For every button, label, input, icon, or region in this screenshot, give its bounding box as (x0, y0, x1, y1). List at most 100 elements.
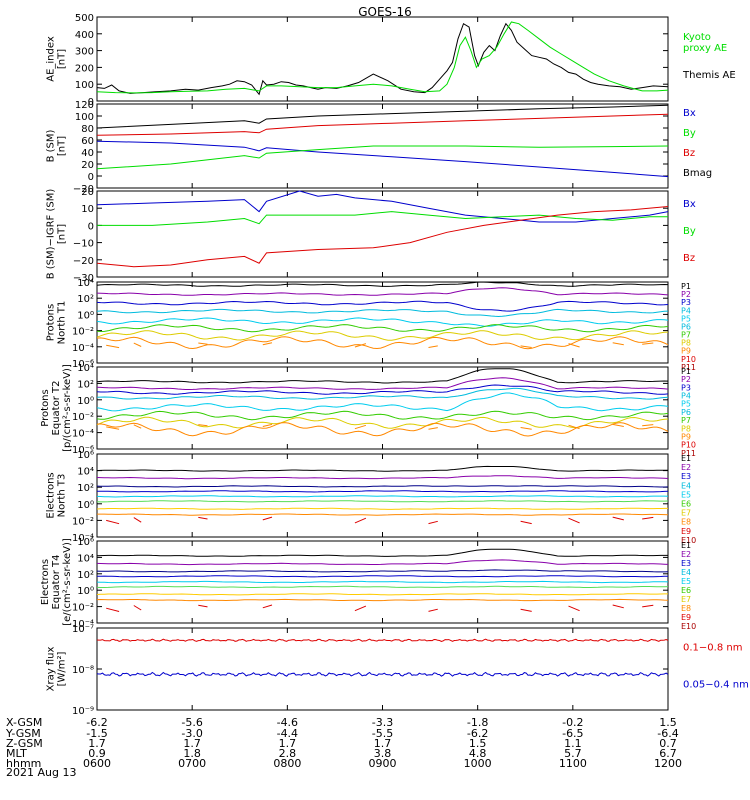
flux-series (97, 490, 669, 493)
flux-dash (642, 516, 654, 520)
y-tick-label: 10⁰ (77, 500, 94, 511)
flux-dash (262, 604, 273, 609)
y-axis-label: ElectronsNorth T3 (46, 472, 68, 518)
legend-entry: 0.05−0.4 nm (683, 680, 749, 691)
flux-dash (354, 517, 367, 524)
flux-dash (612, 516, 624, 521)
x-row-value: 1100 (559, 757, 587, 770)
y-axis-label: AE_index[nT] (46, 36, 68, 82)
legend-entry: 0.1−0.8 nm (683, 642, 742, 653)
flux-dash (106, 344, 120, 349)
x-row-value: 1.5 (659, 716, 677, 729)
x-row-value: 1.7 (374, 737, 392, 750)
x-row-value: 0700 (178, 757, 206, 770)
x-row-value: -5.6 (181, 716, 202, 729)
chart-title: GOES-16 (358, 5, 412, 19)
flux-series (96, 377, 669, 390)
legend-entry: E5 (681, 490, 691, 499)
series-bz (96, 206, 669, 268)
legend-entry: E7 (681, 595, 691, 604)
legend-entry: Bx (683, 199, 696, 210)
series-themis-ae (96, 22, 669, 96)
legend-entry: P7 (681, 331, 691, 340)
flux-dash (428, 520, 438, 525)
legend-entry: Bz (683, 253, 695, 264)
flux-series (96, 410, 669, 421)
legend-entry: P2 (681, 375, 691, 384)
flux-series (96, 384, 669, 395)
legend-entry: P9 (681, 347, 691, 356)
x-row-value: 2.8 (279, 747, 297, 760)
legend-entry: E2 (681, 463, 691, 472)
panel-bigrf: 20 10 0 −10 −20 −30 B (SM)−IGRF (SM)[nT] Bx By Bz (46, 187, 696, 284)
legend-entry: P3 (681, 383, 691, 392)
legend-entry: Bz (683, 148, 695, 159)
legend-entry: P3 (681, 298, 691, 307)
series-by (96, 145, 669, 170)
legend-entry: P5 (681, 400, 691, 409)
flux-series (97, 513, 669, 516)
legend-entry: E10 (681, 622, 696, 631)
flux-dash (568, 424, 580, 430)
x-row-label: Z-GSM (6, 737, 43, 750)
x-row-value: 0.7 (659, 737, 677, 750)
y-tick-label: −10 (73, 239, 94, 250)
legend-entry: Themis AE (682, 70, 736, 81)
flux-dash (520, 345, 532, 348)
x-row-value: 1.7 (183, 737, 201, 750)
y-axis-label: B (SM)[nT] (46, 129, 68, 162)
x-axis-table: X-GSM -6.2 -5.6 -4.6 -3.3 -1.8 -0.2 1.5 Y-GSM -1.… (5, 716, 682, 770)
x-row-label: hhmm (6, 757, 41, 770)
flux-series (96, 324, 669, 333)
flux-dash (198, 604, 208, 608)
flux-series (96, 548, 668, 557)
flux-dash (568, 605, 580, 612)
legend-entry: E4 (681, 481, 691, 490)
y-tick-label: 10 (81, 204, 94, 215)
legend-entry: E6 (681, 500, 691, 509)
y-tick-label: 10⁻⁴ (72, 343, 94, 354)
flux-dash (520, 520, 532, 525)
x-row-value: 5.7 (564, 747, 582, 760)
series-xray-short (96, 671, 669, 677)
y-tick-label: 20 (81, 187, 94, 198)
flux-dash (198, 424, 208, 427)
flux-series (96, 416, 669, 429)
flux-dash (198, 516, 208, 520)
y-tick-label: 10⁴ (77, 553, 94, 564)
flux-series (96, 559, 669, 566)
panel-frame (96, 366, 669, 450)
y-tick-label: 10² (77, 570, 94, 581)
x-row-value: -6.2 (86, 716, 107, 729)
y-tick-label: 10² (77, 483, 94, 494)
legend-entry: P11 (681, 449, 696, 458)
legend-entry: E2 (681, 550, 691, 559)
y-tick-label: 10⁴ (77, 363, 94, 374)
flux-series (96, 317, 669, 327)
y-tick-label: 10⁻⁸ (72, 665, 94, 676)
legend-entry: P1 (681, 282, 691, 291)
y-tick-label: 20 (81, 160, 94, 171)
x-row-value: -4.4 (277, 727, 298, 740)
y-tick-label: 10⁻⁶ (72, 445, 94, 456)
legend-entry: E3 (681, 559, 691, 568)
flux-dash (612, 423, 624, 427)
x-row-value: 0800 (273, 757, 301, 770)
flux-series (96, 336, 669, 350)
y-tick-label: 10⁻⁷ (72, 624, 94, 635)
flux-series (96, 281, 669, 287)
y-tick-label: 0 (88, 97, 94, 108)
y-tick-label: 500 (75, 13, 94, 24)
legend-entry: E6 (681, 586, 691, 595)
y-axis-label: ElectronsEquator T4[e/(cm²-s-sr-keV)] (40, 538, 73, 626)
x-row-value: 1.5 (469, 737, 487, 750)
y-tick-label: −20 (73, 256, 94, 267)
y-tick-label: 10⁻² (72, 516, 94, 527)
legend-entry: P10 (681, 355, 696, 364)
y-tick-label: 100 (75, 112, 94, 123)
series-bz (96, 113, 669, 136)
